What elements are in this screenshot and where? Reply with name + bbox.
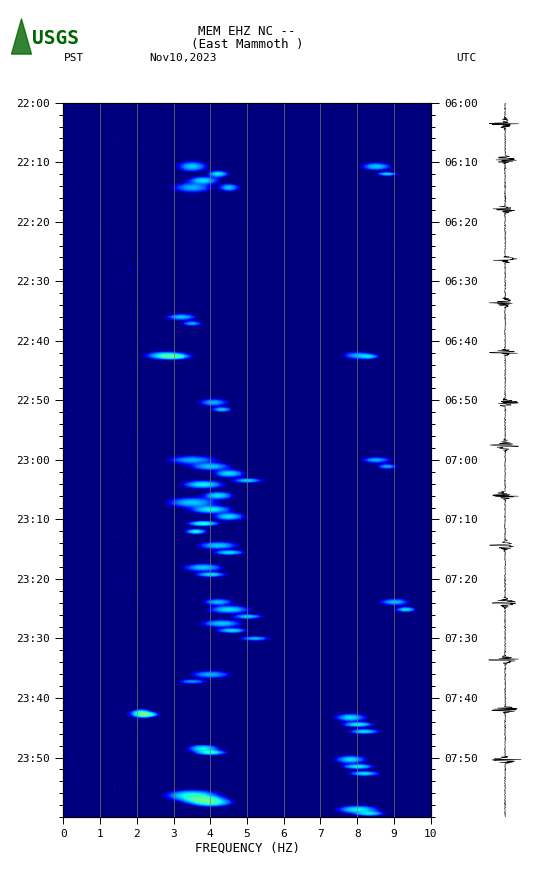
Text: (East Mammoth ): (East Mammoth ) <box>191 38 303 51</box>
X-axis label: FREQUENCY (HZ): FREQUENCY (HZ) <box>194 842 300 855</box>
Text: MEM EHZ NC --: MEM EHZ NC -- <box>198 25 296 38</box>
Text: USGS: USGS <box>32 29 79 48</box>
Text: UTC: UTC <box>457 53 476 63</box>
Text: PST: PST <box>63 53 84 63</box>
Text: Nov10,2023: Nov10,2023 <box>149 53 216 63</box>
